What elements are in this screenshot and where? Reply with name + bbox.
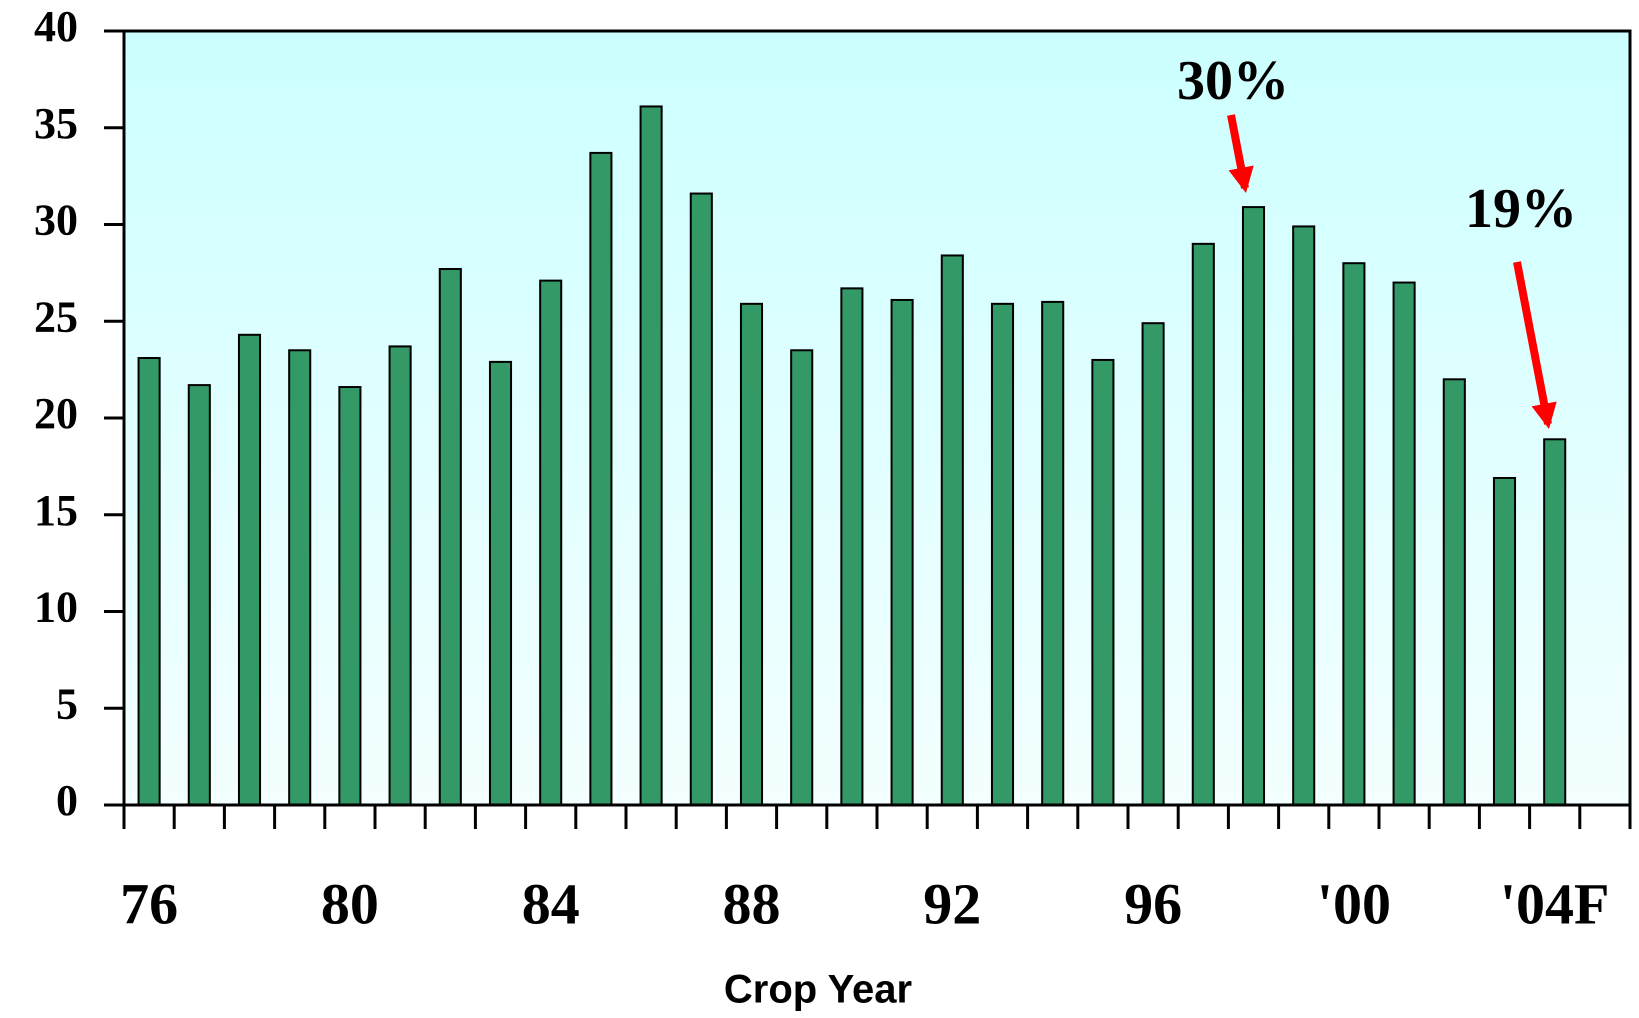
x-tick-label: 80 — [321, 871, 379, 936]
bar — [288, 349, 312, 806]
bar — [438, 268, 462, 806]
annotation-arrow — [1227, 114, 1254, 194]
bar — [338, 386, 362, 806]
annotation: 19% — [1465, 178, 1577, 240]
y-tick-label: 10 — [34, 583, 78, 632]
x-axis-label: Crop Year — [724, 968, 912, 1012]
y-tick-label: 40 — [34, 2, 78, 51]
bar — [639, 105, 663, 806]
bar — [1492, 476, 1517, 806]
plot-area — [122, 29, 1632, 807]
y-tick-label: 15 — [34, 486, 78, 535]
bar — [689, 192, 713, 807]
x-tick-label: 88 — [723, 871, 781, 936]
x-tick-label: '00 — [1317, 871, 1391, 936]
x-tick-label: 84 — [522, 871, 580, 936]
bar — [137, 357, 161, 806]
bar — [539, 279, 563, 806]
bar — [840, 287, 864, 807]
y-tick-label: 30 — [34, 196, 78, 245]
y-tick-label: 0 — [56, 776, 78, 825]
bar — [1543, 438, 1567, 806]
bar — [890, 298, 914, 806]
bar — [237, 333, 262, 806]
bar — [388, 345, 412, 806]
bar — [1141, 322, 1165, 806]
bar — [1091, 358, 1115, 806]
bar — [1041, 300, 1065, 806]
bar — [1442, 378, 1466, 806]
bar — [187, 384, 211, 806]
y-tick-label: 20 — [34, 389, 78, 438]
bar — [940, 254, 964, 806]
bar — [1241, 206, 1266, 806]
bar — [1342, 262, 1366, 806]
y-tick-label: 5 — [56, 679, 78, 728]
bar — [488, 360, 513, 806]
x-tick-label: '04F — [1500, 871, 1610, 936]
bar — [990, 302, 1015, 806]
bar — [790, 349, 814, 806]
bar — [739, 302, 764, 806]
x-tick-label: 92 — [923, 871, 981, 936]
bar — [1292, 225, 1316, 806]
y-tick-label: 35 — [34, 99, 78, 148]
bar — [589, 151, 613, 806]
bar — [1191, 242, 1215, 807]
y-tick-label: 25 — [34, 292, 78, 341]
x-tick-label: 76 — [120, 871, 178, 936]
annotation: 30% — [1177, 50, 1289, 112]
annotation-arrow — [1513, 261, 1557, 430]
x-tick-label: 96 — [1124, 871, 1182, 936]
bar — [1392, 281, 1416, 806]
